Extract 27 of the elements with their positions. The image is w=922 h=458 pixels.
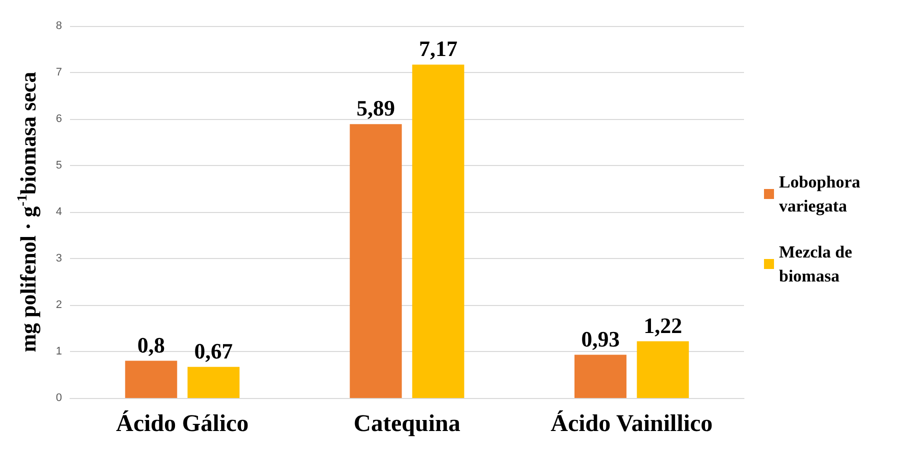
data-label: 0,93: [581, 326, 620, 352]
legend-label: Mezcla de biomasa: [779, 242, 856, 286]
y-tick-label: 8: [56, 20, 62, 32]
legend-label: Lobophora variegata: [779, 172, 864, 216]
data-label: 0,67: [194, 338, 233, 364]
y-axis-title: mg polifenol · g-1biomasa seca: [16, 72, 40, 352]
bar: [188, 366, 240, 398]
bar: [412, 64, 464, 398]
y-tick-label: 4: [56, 206, 62, 218]
data-label: 0,8: [137, 332, 165, 358]
data-label: 1,22: [644, 312, 682, 338]
x-tick-label: Ácido Vainillico: [550, 410, 713, 437]
y-tick-label: 0: [56, 392, 62, 404]
data-label: 5,89: [356, 96, 396, 121]
data-label: 7,17: [418, 36, 458, 62]
y-tick-label: 3: [56, 252, 62, 264]
y-tick-label: 6: [56, 113, 62, 125]
bar: [350, 124, 402, 398]
y-tick-label: 2: [56, 299, 62, 311]
bar: [636, 341, 689, 398]
y-tick-label: 7: [56, 66, 62, 78]
y-tick-label: 1: [56, 346, 62, 358]
x-tick-label: Ácido Gálico: [116, 410, 249, 437]
x-tick-label: Catequina: [354, 411, 460, 437]
bar: [125, 360, 178, 398]
y-tick-label: 5: [56, 160, 62, 172]
bar: [574, 354, 626, 398]
